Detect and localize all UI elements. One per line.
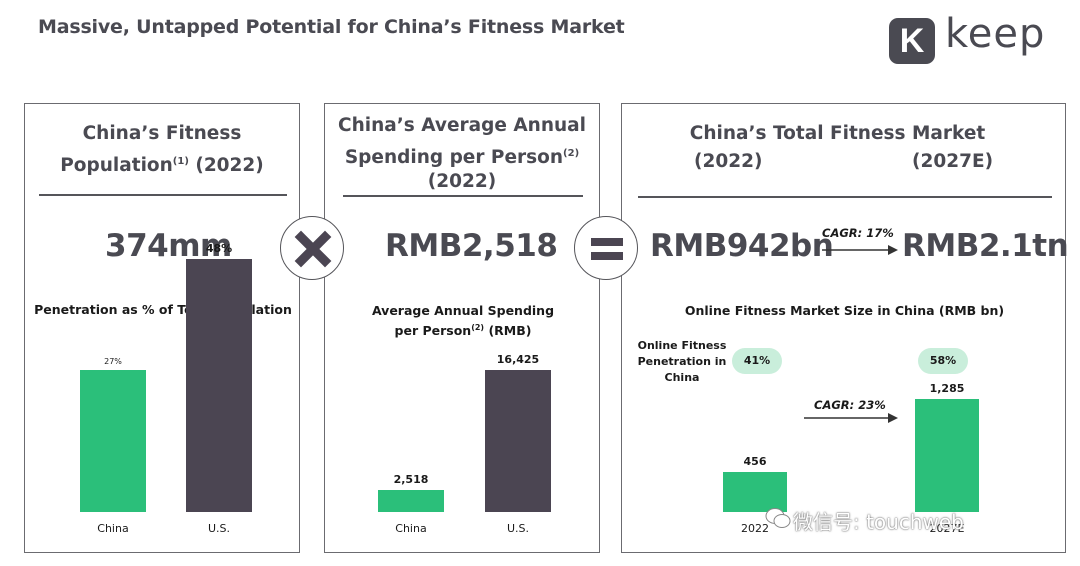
panel2-chart-title: Average Annual Spending per Person(2) (R…	[371, 303, 555, 339]
panel3-year-right: (2027E)	[912, 151, 994, 172]
wechat-icon	[765, 508, 791, 528]
penetration-chart: 27% China 48% U.S.	[25, 104, 301, 554]
logo-mark: K	[889, 18, 935, 64]
multiply-icon	[280, 216, 344, 280]
online-cagr-label: CAGR: 23%	[814, 398, 886, 412]
value-label: 1,285	[929, 382, 965, 396]
logo-wordmark: keep	[945, 11, 1046, 57]
spending-panel: China’s Average Annual Spending per Pers…	[324, 103, 600, 553]
bar-china	[80, 369, 146, 512]
penetration-2027-badge: 58%	[918, 348, 968, 374]
value-label: 456	[743, 454, 767, 468]
market-cagr-arrow	[822, 245, 898, 255]
spending-chart: 2,518 China 16,425 U.S.	[325, 104, 601, 554]
value-label: 16,425	[496, 352, 540, 366]
category-label: 2027E	[929, 522, 965, 535]
bar-u-s-	[186, 259, 252, 512]
panel1-big-value: 374mm	[105, 228, 232, 264]
category-label: China	[395, 522, 427, 535]
category-label: U.S.	[207, 522, 231, 535]
bar-u-s-	[485, 369, 551, 512]
penetration-2022-badge: 41%	[732, 348, 782, 374]
panel2-heading-year: (2022)	[427, 171, 497, 192]
equals-icon	[574, 216, 638, 280]
online-market-chart: 456 2022 1,285 2027E	[622, 104, 1067, 554]
market-value-2027: RMB2.1tn	[902, 228, 1069, 264]
keep-logo: K keep	[889, 11, 1059, 70]
watermark-text: 微信号: touchweb	[793, 510, 964, 534]
value-label: 2,518	[393, 473, 429, 487]
online-cagr-arrow	[804, 413, 898, 423]
fitness-population-panel: China’s Fitness Population(1) (2022) 374…	[24, 103, 300, 553]
value-label: 48%	[205, 242, 233, 256]
category-label: 2022	[741, 522, 769, 535]
bar-2027e	[915, 399, 979, 512]
bar-2022	[723, 471, 787, 512]
panel3-heading: China’s Total Fitness Market	[689, 123, 986, 144]
value-label: 27%	[104, 356, 122, 366]
total-market-panel: China’s Total Fitness Market (2022) (202…	[621, 103, 1069, 554]
panel3-divider	[638, 196, 1052, 198]
panel2-heading-line2: Spending per Person(2)	[344, 147, 580, 169]
panel1-divider	[39, 194, 287, 196]
category-label: China	[97, 522, 129, 535]
panel1-heading-line1: China’s Fitness	[82, 123, 242, 144]
panel3-year-left: (2022)	[694, 151, 763, 172]
panel1-heading-line2: Population(1) (2022)	[60, 155, 264, 177]
panel2-divider	[343, 195, 583, 197]
penetration-note: Online Fitness Penetration in China	[637, 339, 727, 384]
panel2-big-value: RMB2,518	[385, 228, 558, 264]
panel2-heading-line1: China’s Average Annual	[338, 115, 586, 136]
category-label: U.S.	[506, 522, 530, 535]
market-cagr-label: CAGR: 17%	[822, 226, 894, 240]
market-value-2022: RMB942bn	[650, 228, 834, 264]
page-title: Massive, Untapped Potential for China’s …	[38, 16, 625, 38]
panel3-chart-title: Online Fitness Market Size in China (RMB…	[684, 303, 1005, 318]
bar-china	[378, 490, 444, 512]
